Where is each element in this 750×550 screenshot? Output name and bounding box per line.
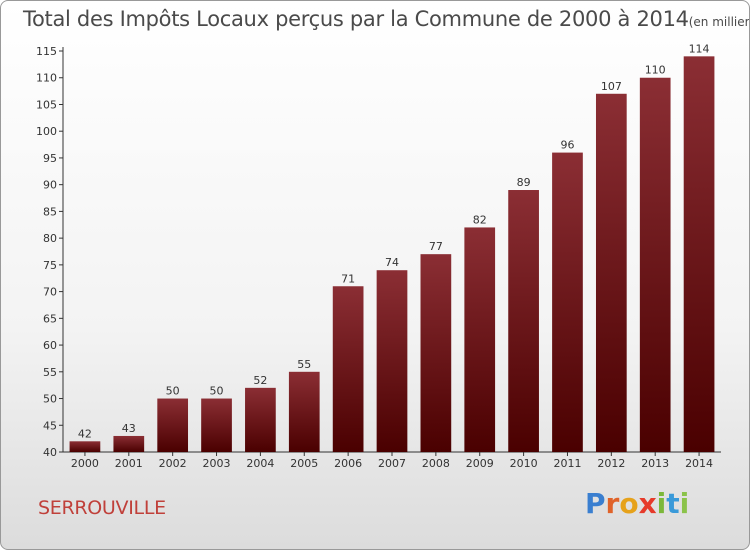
- bar-value-label: 55: [297, 358, 311, 371]
- y-tick-label: 85: [43, 205, 57, 218]
- logo-letter: t: [666, 487, 680, 520]
- chart-title-text: Total des Impôts Locaux perçus par la Co…: [23, 7, 689, 31]
- logo-letter: i: [679, 487, 690, 520]
- y-tick-label: 115: [36, 45, 57, 58]
- bar-value-label: 96: [560, 139, 574, 152]
- x-tick-label: 2002: [159, 457, 187, 470]
- logo-letter: P: [585, 487, 606, 520]
- logo-letter: i: [656, 487, 667, 520]
- bar: [639, 77, 671, 452]
- y-tick-label: 95: [43, 152, 57, 165]
- x-tick-label: 2011: [553, 457, 581, 470]
- bar: [508, 190, 539, 452]
- y-tick-label: 50: [43, 393, 57, 406]
- y-tick-label: 110: [36, 72, 57, 85]
- logo-letter: r: [605, 487, 620, 520]
- bar-value-label: 89: [517, 176, 531, 189]
- bar-value-label: 77: [429, 240, 443, 253]
- bar: [552, 152, 583, 452]
- y-tick-label: 70: [43, 286, 57, 299]
- chart-title: Total des Impôts Locaux perçus par la Co…: [23, 7, 750, 31]
- y-tick-label: 45: [43, 419, 57, 432]
- bar: [420, 254, 452, 452]
- bar-value-label: 114: [689, 42, 710, 55]
- bar: [201, 398, 232, 452]
- x-tick-label: 2008: [422, 457, 450, 470]
- bar-value-label: 71: [341, 272, 355, 285]
- x-tick-label: 2005: [290, 457, 318, 470]
- y-tick-label: 40: [43, 446, 57, 459]
- x-tick-label: 2013: [641, 457, 669, 470]
- bar-value-label: 50: [166, 385, 180, 398]
- bar: [464, 227, 496, 452]
- bar-value-label: 74: [385, 256, 399, 269]
- y-tick-label: 75: [43, 259, 57, 272]
- x-tick-label: 2009: [466, 457, 494, 470]
- x-tick-label: 2007: [378, 457, 406, 470]
- y-tick-label: 100: [36, 125, 57, 138]
- y-tick-label: 105: [36, 98, 57, 111]
- bar-value-label: 82: [473, 213, 487, 226]
- x-tick-label: 2000: [71, 457, 99, 470]
- logo-letter: o: [619, 487, 639, 520]
- bar: [157, 398, 189, 452]
- commune-name: SERROUVILLE: [38, 497, 166, 519]
- x-tick-label: 2003: [203, 457, 231, 470]
- bar: [595, 93, 627, 453]
- x-tick-label: 2006: [334, 457, 362, 470]
- bar-value-label: 52: [253, 374, 267, 387]
- chart-unit-note: (en milliers d'€): [688, 15, 750, 29]
- y-tick-label: 60: [43, 339, 57, 352]
- bar-value-label: 107: [601, 80, 622, 93]
- bar-value-label: 50: [210, 385, 224, 398]
- bar: [683, 56, 715, 452]
- x-tick-label: 2010: [510, 457, 538, 470]
- x-tick-label: 2014: [685, 457, 713, 470]
- bar: [376, 270, 408, 452]
- proxiti-logo: Proxiti: [585, 487, 689, 520]
- y-tick-label: 65: [43, 312, 57, 325]
- bar: [113, 435, 145, 452]
- logo-letter: x: [638, 487, 657, 520]
- bar: [332, 286, 364, 452]
- bar-value-label: 43: [122, 422, 136, 435]
- bar: [69, 441, 101, 452]
- x-tick-label: 2001: [115, 457, 143, 470]
- x-tick-label: 2012: [597, 457, 625, 470]
- y-tick-label: 90: [43, 179, 57, 192]
- bar: [288, 371, 320, 452]
- y-tick-label: 55: [43, 366, 57, 379]
- bar-value-label: 110: [645, 64, 666, 77]
- bar-value-label: 42: [78, 427, 92, 440]
- x-tick-label: 2004: [246, 457, 274, 470]
- bar: [245, 387, 276, 452]
- y-tick-label: 80: [43, 232, 57, 245]
